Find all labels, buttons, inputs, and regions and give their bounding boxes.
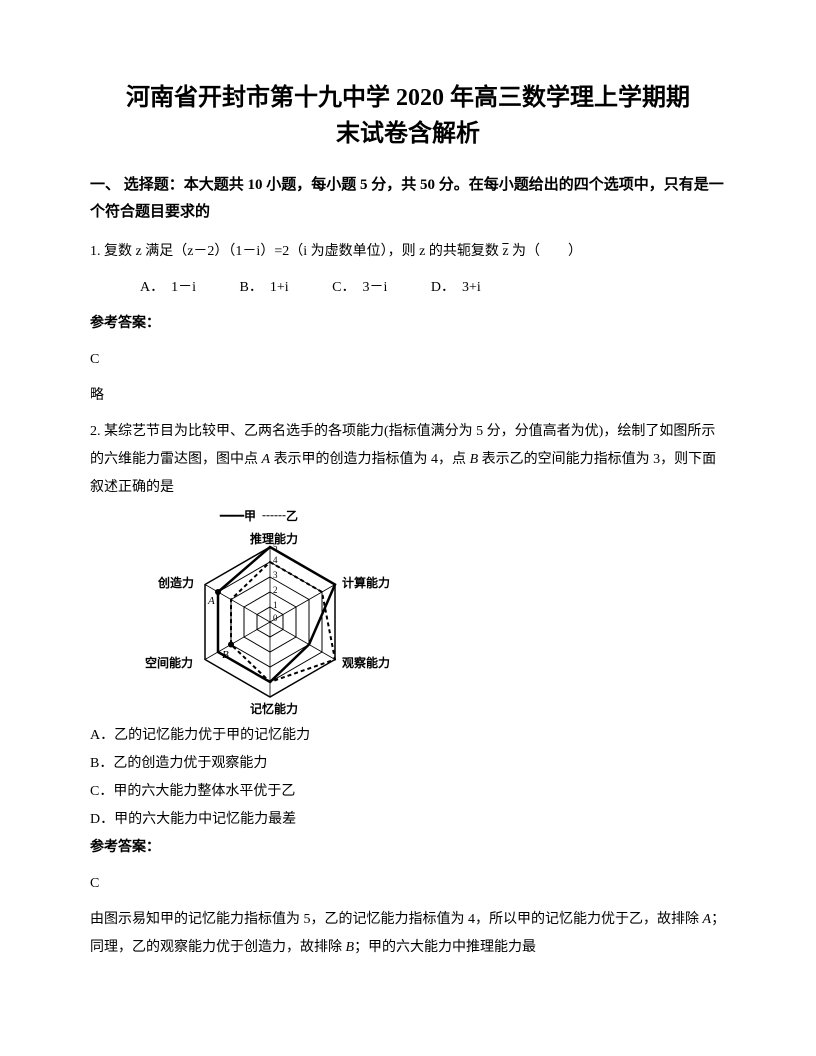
q2-point-a: A <box>262 452 271 467</box>
q1-text-after: 为（ ） <box>509 244 583 259</box>
radar-label-bottom: 记忆能力 <box>250 700 298 717</box>
q2-exp-b: B <box>346 940 355 955</box>
exam-title: 河南省开封市第十九中学 2020 年高三数学理上学期期 末试卷含解析 <box>90 80 726 152</box>
svg-text:A: A <box>207 595 215 607</box>
q2-exp-4: ；甲的六大能力中推理能力最 <box>354 940 536 955</box>
q1-option-a: A． 1－i <box>140 274 196 302</box>
q2-choice-c: C．甲的六大能力整体水平优于乙 <box>90 778 726 806</box>
q1-options: A． 1－i B． 1+i C． 3－i D． 3+i <box>90 274 726 302</box>
svg-text:2: 2 <box>273 585 278 595</box>
title-line-2: 末试卷含解析 <box>90 116 726 152</box>
q2-exp-5: 5 <box>304 912 311 927</box>
svg-text:1: 1 <box>273 600 278 610</box>
q2-choice-a: A．乙的记忆能力优于甲的记忆能力 <box>90 722 726 750</box>
svg-text:3: 3 <box>273 570 278 580</box>
radar-chart-container: ━━甲 ┄┄乙 0 1 2 3 <box>90 512 726 712</box>
q2-point-b: B <box>470 452 479 467</box>
q2-exp-a: A <box>703 912 712 927</box>
svg-text:B: B <box>222 649 229 661</box>
q2-answer-label: 参考答案： <box>90 834 726 862</box>
radar-label-topright: 计算能力 <box>342 574 390 591</box>
q1-option-b: B． 1+i <box>240 274 289 302</box>
q2-explanation: 由图示易知甲的记忆能力指标值为 5，乙的记忆能力指标值为 4，所以甲的记忆能力优… <box>90 906 726 962</box>
q2-exp-2: ，乙的记忆能力指标值为 4，所以甲的记忆能力优于乙，故排除 <box>311 912 703 927</box>
q1-explanation: 略 <box>90 382 726 410</box>
q2-choice-b: B．乙的创造力优于观察能力 <box>90 750 726 778</box>
q1-option-d: D． 3+i <box>431 274 481 302</box>
q1-answer-label: 参考答案： <box>90 310 726 338</box>
section-1-header: 一、 选择题：本大题共 10 小题，每小题 5 分，共 50 分。在每小题给出的… <box>90 172 726 226</box>
radar-label-top: 推理能力 <box>250 530 298 547</box>
radar-label-bottomleft: 空间能力 <box>145 654 193 671</box>
radar-label-topleft: 创造力 <box>158 574 194 591</box>
q2-text-2: 表示甲的创造力指标值为 4，点 <box>270 452 470 467</box>
legend-yi: 乙 <box>286 509 298 523</box>
q2-answer: C <box>90 870 726 898</box>
legend-jia: 甲 <box>244 509 256 523</box>
radar-label-bottomright: 观察能力 <box>342 654 390 671</box>
svg-text:0: 0 <box>273 613 278 623</box>
radar-legend: ━━甲 ┄┄乙 <box>220 507 298 524</box>
legend-yi-line: ┄┄ <box>259 509 286 523</box>
q1-answer: C <box>90 346 726 374</box>
q2-choices: A．乙的记忆能力优于甲的记忆能力 B．乙的创造力优于观察能力 C．甲的六大能力整… <box>90 722 726 834</box>
q2-exp-1: 由图示易知甲的记忆能力指标值为 <box>90 912 304 927</box>
question-1: 1. 复数 z 满足（z－2）（1－i）=2（i 为虚数单位），则 z 的共轭复… <box>90 238 726 266</box>
title-line-1: 河南省开封市第十九中学 2020 年高三数学理上学期期 <box>90 80 726 116</box>
legend-jia-line: ━━ <box>220 509 244 523</box>
question-2: 2. 某综艺节目为比较甲、乙两名选手的各项能力(指标值满分为 5 分，分值高者为… <box>90 418 726 502</box>
radar-chart: ━━甲 ┄┄乙 0 1 2 3 <box>150 512 390 712</box>
q1-option-c: C． 3－i <box>332 274 387 302</box>
q1-text: 1. 复数 z 满足（z－2）（1－i）=2（i 为虚数单位），则 z 的共轭复… <box>90 244 502 259</box>
q2-choice-d: D．甲的六大能力中记忆能力最差 <box>90 806 726 834</box>
